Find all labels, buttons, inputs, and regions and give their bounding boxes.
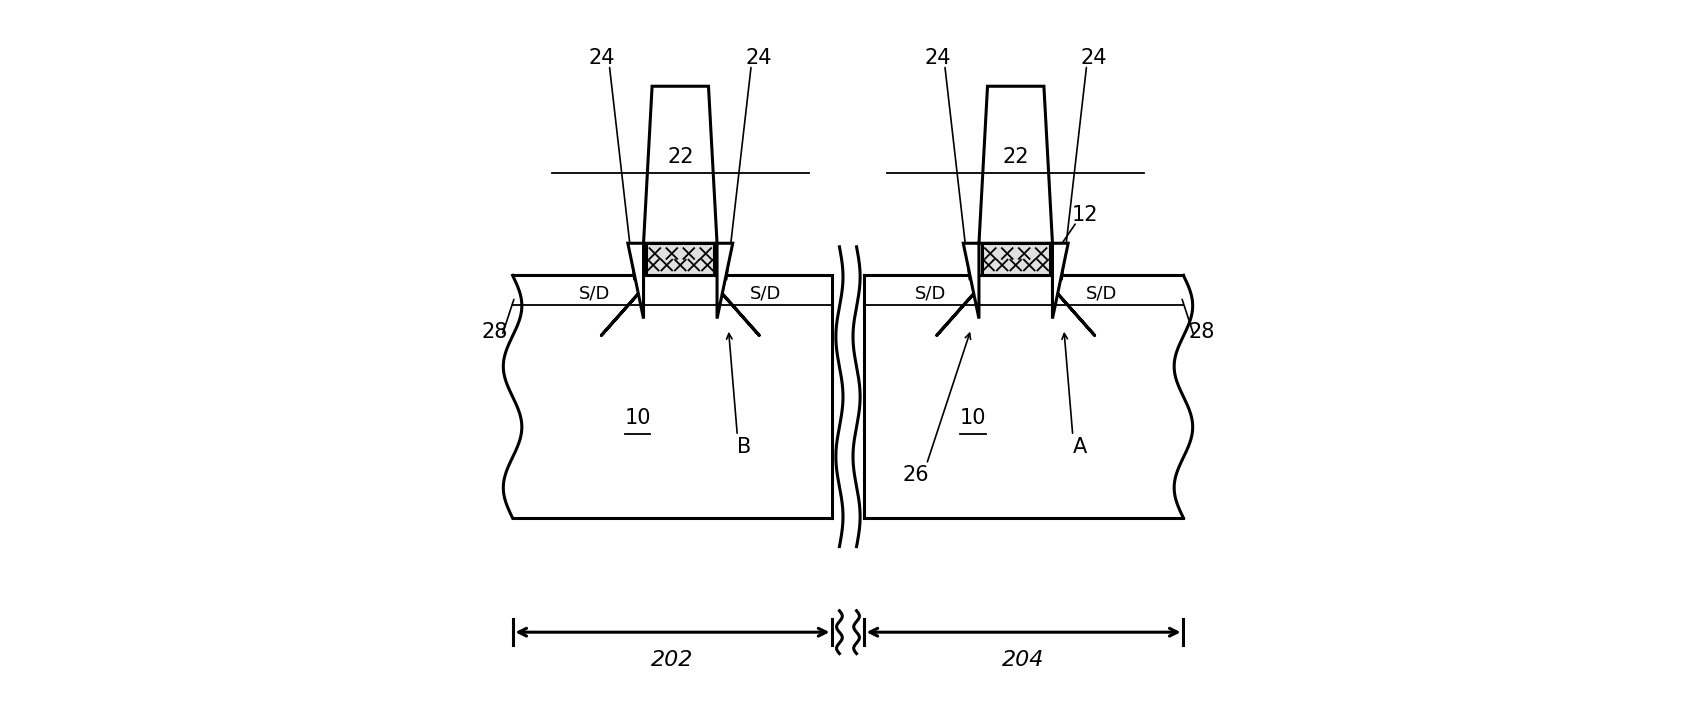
Polygon shape xyxy=(717,243,733,318)
Text: 28: 28 xyxy=(1189,323,1214,342)
Text: 24: 24 xyxy=(1080,48,1107,68)
Text: S/D: S/D xyxy=(578,284,611,303)
Text: 12: 12 xyxy=(1072,205,1099,225)
Text: 10: 10 xyxy=(624,408,651,428)
Text: 28: 28 xyxy=(482,323,507,342)
Text: S/D: S/D xyxy=(914,284,946,303)
Polygon shape xyxy=(628,243,643,318)
Text: 26: 26 xyxy=(902,465,929,485)
Text: S/D: S/D xyxy=(750,284,782,303)
Text: 24: 24 xyxy=(924,48,951,68)
FancyBboxPatch shape xyxy=(863,275,1184,518)
Text: 10: 10 xyxy=(960,408,985,428)
Text: A: A xyxy=(1074,437,1087,456)
Text: B: B xyxy=(738,437,751,456)
Polygon shape xyxy=(979,86,1053,243)
Polygon shape xyxy=(643,86,717,243)
FancyBboxPatch shape xyxy=(982,243,1050,275)
Text: 24: 24 xyxy=(589,48,616,68)
Text: 22: 22 xyxy=(667,147,694,167)
Text: 24: 24 xyxy=(745,48,772,68)
Text: 202: 202 xyxy=(651,650,694,670)
FancyBboxPatch shape xyxy=(512,275,833,518)
Polygon shape xyxy=(1053,243,1068,318)
Text: S/D: S/D xyxy=(1085,284,1118,303)
Text: 204: 204 xyxy=(1002,650,1045,670)
FancyBboxPatch shape xyxy=(646,243,714,275)
Polygon shape xyxy=(963,243,979,318)
Text: 22: 22 xyxy=(1002,147,1029,167)
